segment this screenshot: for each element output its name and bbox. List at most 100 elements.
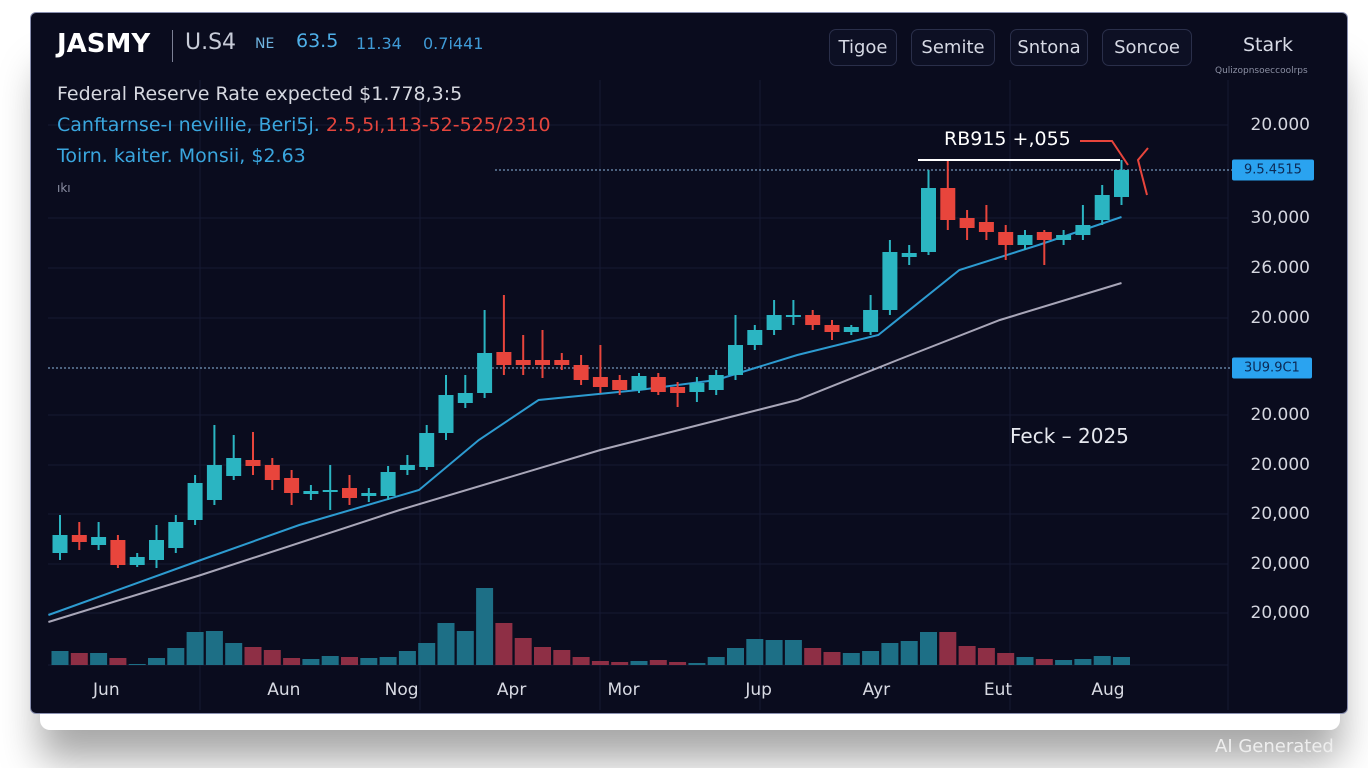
time-axis-label: Aug: [1091, 680, 1125, 700]
volume-bar: [437, 623, 455, 665]
red-arrow-annotation: [1080, 140, 1149, 196]
info-line-2-value: 2.5,5ı,113-52-525/2310: [325, 114, 551, 136]
volume-bar: [1093, 656, 1111, 665]
candle-up: [631, 376, 647, 390]
volume-bar: [572, 657, 590, 665]
volume-bar: [321, 656, 339, 665]
candle-up: [438, 395, 454, 433]
price-axis-label: 20.000: [1250, 405, 1310, 425]
candle-down: [554, 360, 570, 365]
candle-up: [1075, 225, 1091, 235]
user-name[interactable]: Stark: [1243, 34, 1293, 56]
button-soncoe[interactable]: Soncoe: [1102, 29, 1192, 66]
candle-down: [496, 352, 512, 365]
volume-bar: [591, 661, 609, 665]
volume-bar: [167, 648, 185, 665]
button-tigoe[interactable]: Tigoe: [829, 29, 897, 66]
candle-up: [52, 535, 68, 553]
volume-bar: [186, 632, 204, 665]
pair-label: U.S4: [185, 30, 237, 55]
candle-down: [670, 387, 686, 393]
time-axis-label: Apr: [496, 680, 527, 700]
price-axis-label: 20,000: [1250, 504, 1310, 524]
price-value: 63.5: [296, 30, 339, 52]
time-axis-label: Jun: [93, 680, 120, 700]
candle-down: [535, 360, 550, 365]
info-fed-rate: Federal Reserve Rate expected $1.778,3:5: [57, 83, 463, 105]
volume-bar: [784, 640, 802, 665]
volume-bar: [109, 658, 127, 665]
volume-bar: [148, 658, 165, 665]
candle-up: [708, 375, 724, 390]
user-subtitle: Qulizopnsoeccoolrps: [1215, 66, 1308, 76]
price-axis-label: 20.000: [1250, 455, 1310, 475]
volume-bar: [881, 643, 899, 665]
candle-down: [515, 360, 531, 365]
volume-bar: [553, 650, 571, 665]
ma-fast-line: [48, 216, 1122, 616]
candle-up: [168, 522, 184, 548]
candle-up: [1114, 170, 1129, 197]
candle-up: [419, 433, 435, 467]
volume-bar: [51, 651, 69, 665]
candle-up: [380, 472, 396, 496]
volume-bar: [920, 632, 937, 665]
candle-down: [1036, 232, 1052, 240]
volume-bar: [398, 651, 416, 665]
price-axis-label: 26.000: [1250, 258, 1310, 278]
button-semite[interactable]: Semite: [911, 29, 995, 66]
candle-down: [110, 540, 126, 565]
symbol-title: JASMY: [57, 29, 151, 59]
volume-bar: [1113, 657, 1130, 665]
volume-bar: [128, 664, 146, 665]
candle-up: [1094, 195, 1110, 220]
volume-bar: [746, 639, 764, 665]
volume-bar: [495, 623, 513, 665]
candle-up: [457, 393, 473, 403]
candle-down: [284, 478, 300, 493]
candle-down: [612, 380, 628, 390]
time-axis-label: Mor: [607, 680, 640, 700]
time-axis-label: Ayr: [862, 680, 891, 700]
volume-bar: [977, 648, 995, 665]
candle-down: [264, 465, 280, 480]
button-sntona[interactable]: Sntona: [1010, 29, 1088, 66]
candle-up: [882, 252, 898, 310]
volume-bar: [418, 643, 436, 665]
volume-bar: [1074, 659, 1092, 665]
candle-up: [689, 383, 705, 392]
price-badge: 9.5.4515: [1232, 159, 1314, 181]
info-line-2-label: Canftarnse-ı nevillie, Beri5j.: [57, 114, 320, 136]
volume-bar: [611, 662, 629, 665]
candle-up: [303, 491, 319, 494]
volume-bar: [1055, 660, 1073, 665]
candle-up: [785, 315, 801, 317]
candle-down: [573, 365, 589, 380]
candle-up: [1056, 235, 1072, 240]
price-axis-label: 20,000: [1250, 554, 1310, 574]
candle-up: [91, 537, 107, 545]
volume-bar: [958, 646, 976, 665]
time-axis-label: Jup: [745, 680, 772, 700]
candle-up: [921, 188, 936, 252]
price-axis-label: 20.000: [1250, 308, 1310, 328]
info-line-4: ıkı: [57, 181, 71, 195]
time-axis-label: Eut: [983, 680, 1013, 700]
candle-down: [978, 222, 994, 232]
volume-bar: [823, 652, 841, 665]
volume-bar: [263, 650, 281, 665]
volume-bar: [997, 653, 1015, 665]
volume-bar: [900, 641, 918, 665]
volume-bar: [534, 647, 551, 665]
volume-bar: [456, 631, 474, 665]
candle-up: [766, 315, 782, 330]
header-divider: [172, 30, 173, 62]
candle-up: [226, 458, 242, 476]
candle-down: [245, 460, 261, 466]
candle-down: [342, 488, 357, 498]
info-line-3: Toirn. kaiter. Monsii, $2.63: [57, 145, 306, 167]
candle-up: [129, 557, 145, 565]
volume-bar: [205, 631, 223, 665]
price-axis-label: 20.000: [1250, 115, 1310, 135]
